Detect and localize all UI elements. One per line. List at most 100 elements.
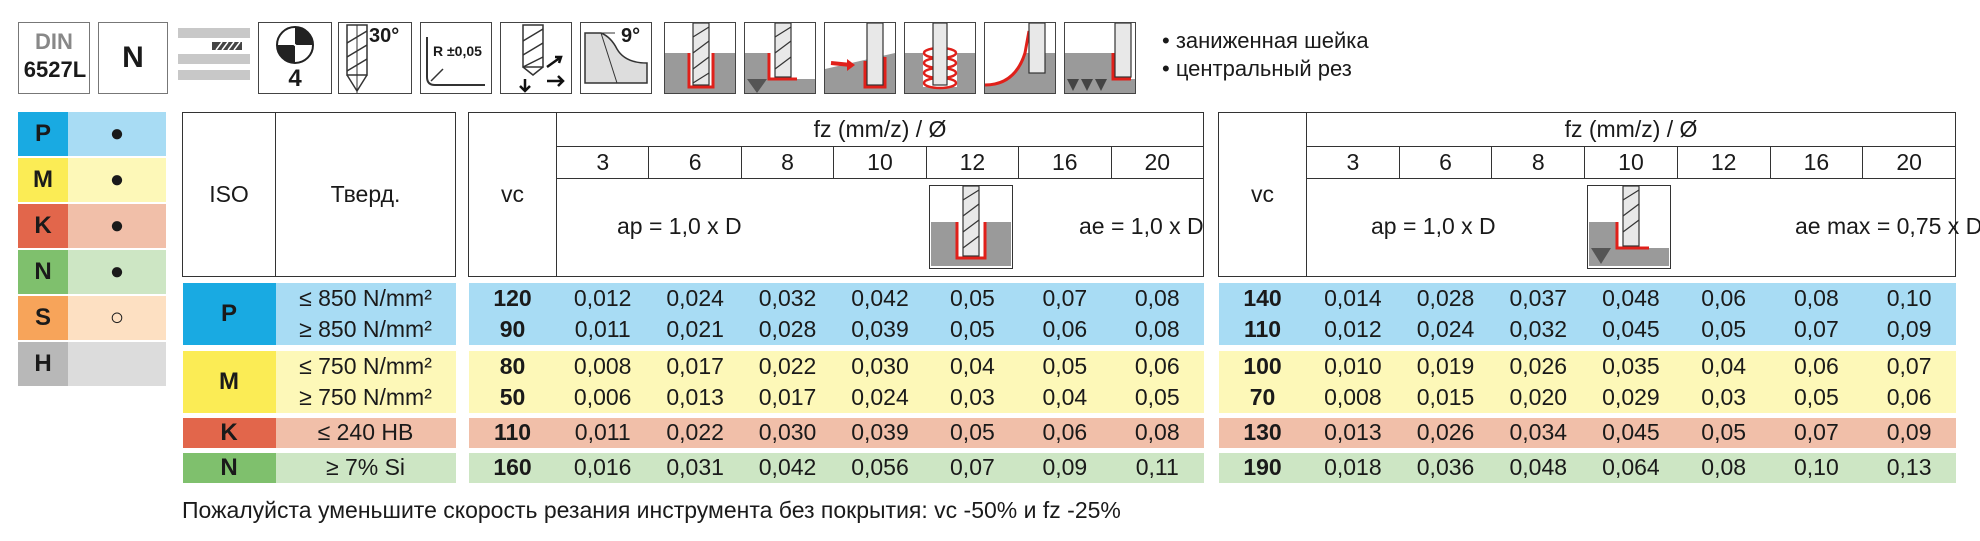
diameter-header: 20 [1862, 146, 1956, 179]
fz-cell: 0,019 [1416, 352, 1475, 379]
fz-cell: 0,048 [1509, 454, 1568, 480]
fz-cell: 0,036 [1416, 454, 1475, 480]
fz-cell: 0,07 [1886, 352, 1932, 379]
fz-cell: 0,024 [1416, 315, 1475, 342]
iso-legend-mark: ● [68, 112, 166, 156]
fz-cell: 0,05 [950, 315, 995, 342]
fz-cell: 0,037 [1509, 284, 1568, 311]
diameter-header: 6 [648, 146, 742, 179]
iso-legend-code: N [18, 250, 68, 294]
fz-cell: 0,05 [950, 419, 995, 445]
iso-legend-mark: ● [68, 158, 166, 202]
fz-cell: 0,09 [1886, 419, 1932, 445]
ap-label: ap = 1,0 x D [1371, 213, 1496, 239]
diameter-header: 6 [1398, 146, 1493, 179]
fz-cell: 0,09 [1042, 454, 1088, 480]
vc-cell: 160 [493, 454, 532, 480]
din-label: DIN [35, 29, 73, 54]
diameter-header: 10 [833, 146, 927, 179]
fz-cell: 0,05 [1793, 383, 1839, 410]
fz-cell: 0,032 [1509, 315, 1568, 342]
din-icon: DIN 6527L [18, 22, 90, 94]
table-row: 120 0,012 0,024 0,032 0,042 0,05 0,07 0,08 [468, 282, 1204, 314]
table-row: 160 0,016 0,031 0,042 0,056 0,07 0,09 0,11 [468, 452, 1204, 483]
fz-cell: 0,031 [666, 454, 724, 480]
fz-cell: 0,017 [758, 383, 817, 410]
fz-cell: 0,013 [666, 383, 724, 410]
iso-legend-mark [68, 342, 166, 386]
corner-radius-value: R ±0,05 [433, 43, 482, 59]
fz-cell: 0,064 [1602, 454, 1660, 480]
fz-cell: 0,024 [666, 284, 724, 311]
din-number: 6527 [23, 57, 73, 82]
diameter-header: 20 [1110, 146, 1205, 179]
fz-cell: 0,06 [1042, 419, 1088, 445]
fz-cell: 0,04 [950, 352, 995, 379]
fz-cell: 0,056 [851, 454, 909, 480]
diameter-header: 8 [1491, 146, 1586, 179]
cutting-data-table-left: vc fz (mm/z) / Ø 3 6 8 10 12 16 20 ap = 1,0 x … [468, 112, 1205, 483]
diameter-header: 8 [740, 146, 835, 179]
diameter-header: 3 [555, 146, 650, 179]
fz-cell: 0,07 [1793, 315, 1839, 342]
fz-cell: 0,03 [950, 383, 995, 410]
diameter-header: 3 [1306, 146, 1400, 179]
iso-legend-code: P [18, 112, 68, 156]
ae-label: ae max = 0,75 x D [1795, 213, 1980, 239]
iso-legend-row: P ● [18, 112, 166, 156]
hardness-cell: ≥ 750 N/mm² [275, 381, 456, 413]
vc-cell: 110 [493, 419, 532, 445]
fz-cell: 0,016 [573, 454, 632, 480]
fz-cell: 0,018 [1324, 454, 1382, 480]
fz-cell: 0,07 [1042, 284, 1088, 311]
fz-cell: 0,10 [1886, 284, 1932, 311]
fz-cell: 0,06 [1886, 383, 1932, 410]
fz-cell: 0,028 [1416, 284, 1475, 311]
type-n-icon: N [98, 22, 168, 94]
diameter-header: 12 [1676, 146, 1771, 179]
fz-cell: 0,07 [950, 454, 995, 480]
fz-cell: 0,08 [1701, 454, 1747, 480]
iso-legend-code: K [18, 204, 68, 248]
table-row: 110 0,011 0,022 0,030 0,039 0,05 0,06 0,08 [468, 417, 1204, 448]
fz-cell: 0,026 [1416, 419, 1475, 445]
iso-legend-row: N ● [18, 250, 166, 294]
vc-cell: 100 [1243, 352, 1282, 379]
clearance-angle-value: 9° [621, 25, 641, 47]
fz-cell: 0,08 [1134, 315, 1180, 342]
table-row: 110 0,012 0,024 0,032 0,045 0,05 0,07 0,09 [1218, 313, 1956, 345]
fz-cell: 0,012 [1324, 315, 1382, 342]
fz-cell: 0,039 [851, 419, 909, 445]
fz-cell: 0,029 [1602, 383, 1660, 410]
fz-cell: 0,030 [758, 419, 817, 445]
fz-cell: 0,042 [758, 454, 817, 480]
coating-icon [178, 22, 250, 94]
fz-cell: 0,06 [1134, 352, 1180, 379]
fz-cell: 0,039 [851, 315, 909, 342]
drilling-directions-icon [500, 22, 572, 94]
fz-cell: 0,021 [666, 315, 724, 342]
fz-cell: 0,13 [1886, 454, 1932, 480]
iso-legend-row: S ○ [18, 296, 166, 340]
fz-cell: 0,022 [666, 419, 724, 445]
ramping-icon [824, 22, 896, 94]
din-suffix: L [72, 57, 87, 82]
fz-cell: 0,032 [758, 284, 817, 311]
hardness-cell: ≥ 850 N/mm² [275, 313, 456, 345]
diameter-header: 16 [1018, 146, 1112, 179]
vc-header: vc [468, 112, 557, 277]
hardness-cell: ≤ 750 N/mm² [275, 350, 456, 382]
fz-cell: 0,011 [574, 419, 631, 445]
fz-cell: 0,022 [758, 352, 817, 379]
contour-milling-icon [984, 22, 1056, 94]
vc-header: vc [1218, 112, 1307, 277]
fz-cell: 0,06 [1793, 352, 1839, 379]
step-milling-icon [744, 22, 816, 94]
vc-cell: 90 [499, 315, 526, 342]
table-row: 140 0,014 0,028 0,037 0,048 0,06 0,08 0,10 [1218, 282, 1956, 314]
slotting-icon [664, 22, 736, 94]
fz-cell: 0,012 [573, 284, 632, 311]
vc-cell: 130 [1243, 419, 1282, 445]
fz-cell: 0,03 [1701, 383, 1747, 410]
iso-legend-mark: ○ [68, 296, 166, 340]
